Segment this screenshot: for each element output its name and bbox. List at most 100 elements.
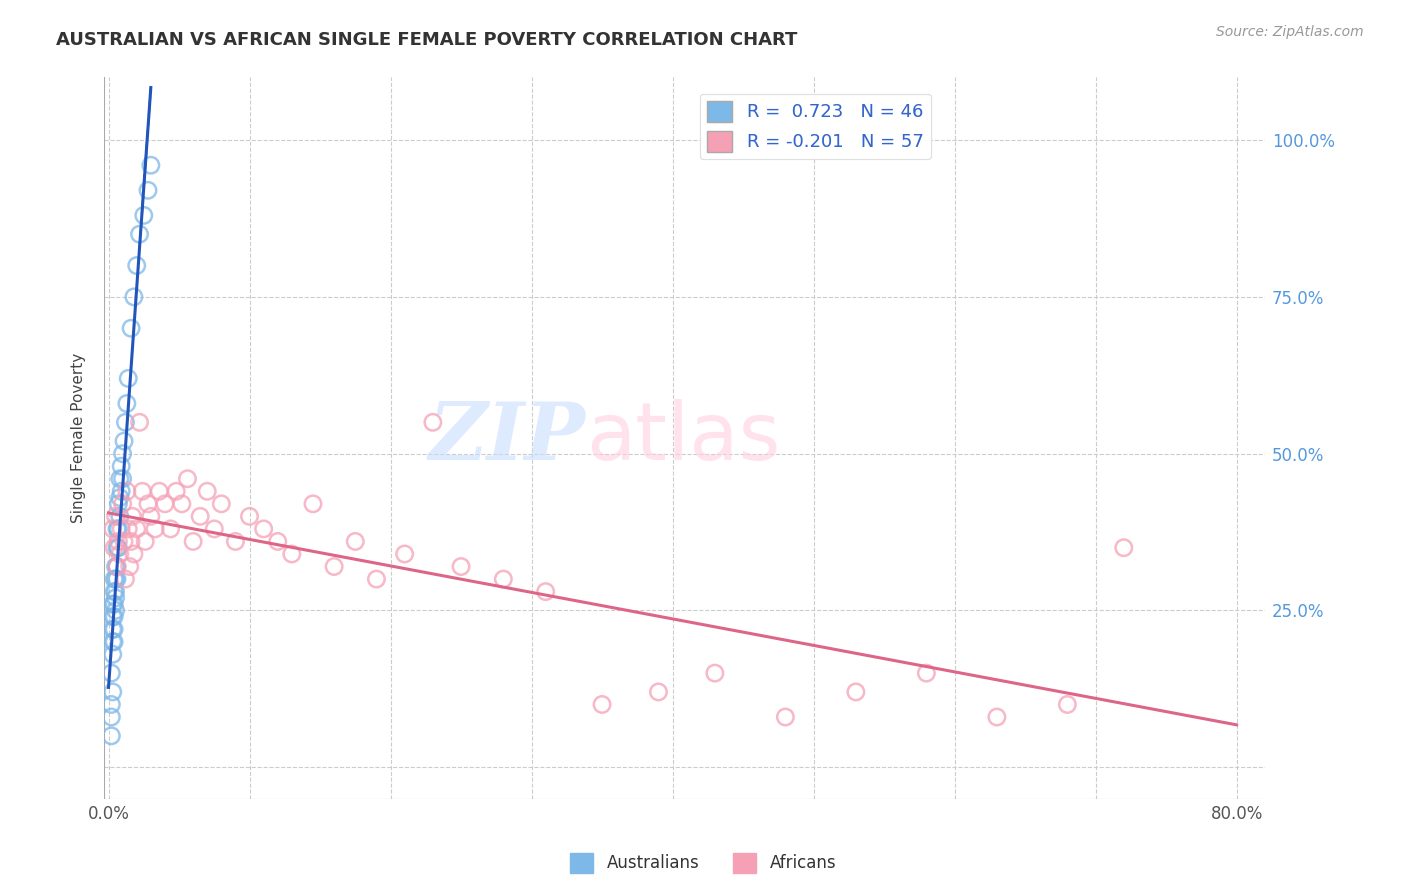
Point (139, 509, 162, 524)
Point (148, 484, 170, 499)
Point (103, 541, 125, 555)
Point (114, 415, 136, 429)
Point (111, 472, 134, 486)
Point (122, 547, 145, 561)
Point (323, 559, 346, 574)
Point (111, 447, 134, 461)
Text: Source: ZipAtlas.com: Source: ZipAtlas.com (1216, 25, 1364, 39)
Point (103, 634, 125, 648)
Text: atlas: atlas (586, 399, 780, 477)
Point (143, 522, 166, 536)
Point (110, 484, 132, 499)
Point (139, 158, 162, 172)
Point (118, 559, 141, 574)
Legend: Australians, Africans: Australians, Africans (564, 847, 842, 880)
Point (1056, 698, 1078, 712)
Point (170, 497, 193, 511)
Point (101, 685, 124, 699)
Point (115, 396, 138, 410)
Point (302, 497, 325, 511)
Point (153, 497, 176, 511)
Point (775, 710, 797, 724)
Point (104, 572, 127, 586)
Point (104, 584, 127, 599)
Point (366, 572, 388, 586)
Point (159, 522, 181, 536)
Point (103, 609, 125, 624)
Point (136, 497, 159, 511)
Point (534, 584, 557, 599)
Legend: R =  0.723   N = 46, R = -0.201   N = 57: R = 0.723 N = 46, R = -0.201 N = 57 (700, 94, 931, 159)
Point (105, 559, 128, 574)
Point (111, 497, 134, 511)
Point (134, 534, 156, 549)
Point (591, 698, 613, 712)
Point (125, 259, 148, 273)
Point (128, 227, 150, 242)
Point (492, 572, 515, 586)
Point (107, 534, 129, 549)
Point (101, 609, 124, 624)
Point (121, 509, 143, 524)
Point (110, 459, 132, 474)
Point (703, 666, 725, 681)
Point (103, 622, 125, 636)
Point (104, 603, 127, 617)
Point (101, 622, 124, 636)
Point (131, 484, 153, 499)
Point (238, 509, 260, 524)
Point (108, 509, 131, 524)
Point (108, 491, 131, 505)
Point (103, 597, 125, 611)
Point (112, 534, 135, 549)
Point (267, 534, 290, 549)
Point (100, 666, 122, 681)
Point (281, 547, 304, 561)
Point (165, 484, 187, 499)
Point (128, 415, 150, 429)
Point (105, 572, 128, 586)
Point (344, 534, 367, 549)
Point (114, 572, 136, 586)
Point (136, 183, 159, 197)
Point (120, 321, 142, 335)
Point (181, 534, 204, 549)
Point (107, 522, 129, 536)
Point (105, 541, 128, 555)
Point (103, 572, 125, 586)
Point (117, 371, 139, 385)
Point (100, 729, 122, 743)
Point (394, 547, 416, 561)
Point (915, 666, 938, 681)
Point (104, 509, 127, 524)
Point (845, 685, 868, 699)
Text: ZIP: ZIP (429, 400, 586, 476)
Point (108, 547, 131, 561)
Point (224, 534, 246, 549)
Point (176, 472, 198, 486)
Text: AUSTRALIAN VS AFRICAN SINGLE FEMALE POVERTY CORRELATION CHART: AUSTRALIAN VS AFRICAN SINGLE FEMALE POVE… (56, 31, 797, 49)
Point (986, 710, 1008, 724)
Point (101, 522, 124, 536)
Point (110, 522, 132, 536)
Point (104, 559, 127, 574)
Point (103, 584, 125, 599)
Point (101, 634, 124, 648)
Point (112, 434, 135, 449)
Point (188, 509, 211, 524)
Point (122, 290, 145, 304)
Point (105, 559, 128, 574)
Point (105, 522, 128, 536)
Point (195, 484, 218, 499)
Point (450, 559, 472, 574)
Point (108, 472, 131, 486)
Point (117, 522, 139, 536)
Point (120, 534, 142, 549)
Point (100, 710, 122, 724)
Point (1112, 541, 1135, 555)
Point (202, 522, 225, 536)
Point (100, 698, 122, 712)
Point (107, 497, 129, 511)
Point (209, 497, 232, 511)
Point (132, 208, 155, 222)
